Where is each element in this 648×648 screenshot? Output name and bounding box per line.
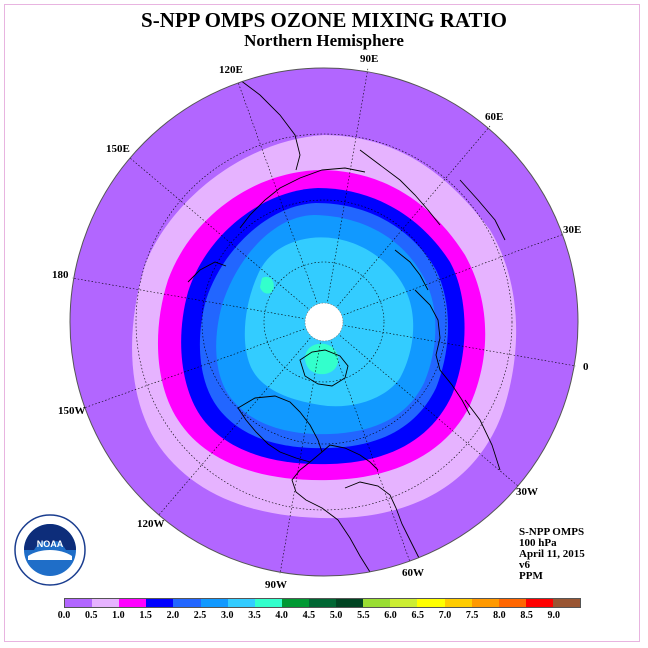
lon-label-90w: 90W — [265, 579, 287, 591]
info-version: v6 — [519, 559, 530, 571]
meridian-90w — [279, 321, 325, 575]
band-3.5-4.0-b — [260, 276, 274, 294]
lon-label-180: 180 — [52, 269, 69, 281]
colorbar-swatch-2 — [119, 599, 147, 607]
colorbar-tick-18: 9.0 — [547, 610, 561, 621]
info-date: April 11, 2015 — [519, 548, 585, 560]
colorbar-swatch-11 — [363, 599, 391, 607]
lon-label-120w: 120W — [137, 518, 165, 530]
meridian-150e — [129, 157, 325, 323]
colorbar-tick-5: 2.5 — [193, 610, 207, 621]
colorbar-tick-14: 7.0 — [438, 610, 452, 621]
europe-coast — [414, 289, 471, 416]
colorbar-swatch-3 — [146, 599, 174, 607]
colorbar-swatch-14 — [444, 599, 472, 607]
colorbar — [64, 598, 581, 608]
colorbar-tick-labels: 0.0 0.5 1.0 1.5 2.0 2.5 3.0 3.5 4.0 4.5 5.0 5.5 6.0 6… — [58, 610, 581, 624]
lon-label-120e: 120E — [219, 64, 243, 76]
colorbar-tick-2: 1.0 — [112, 610, 125, 621]
latitude-circle-75 — [263, 261, 385, 383]
info-level: 100 hPa — [519, 537, 557, 549]
meridian-90e — [323, 67, 369, 323]
north-america-outline — [237, 395, 371, 573]
meridian-30w — [323, 321, 519, 487]
colorbar-swatch-12 — [390, 599, 418, 607]
map-title: S-NPP OMPS OZONE MIXING RATIO — [141, 8, 507, 32]
central-asia-outline — [359, 149, 441, 226]
map-subtitle: Northern Hemisphere — [244, 31, 404, 50]
colorbar-tick-15: 7.5 — [465, 610, 479, 621]
colorbar-swatch-13 — [417, 599, 445, 607]
meridian-180 — [71, 277, 325, 323]
lon-label-30w: 30W — [516, 486, 538, 498]
colorbar-swatch-8 — [281, 599, 309, 607]
alaska-coast — [187, 261, 227, 283]
siberia-coast — [239, 167, 366, 229]
noaa-logo: NOAA — [14, 514, 86, 586]
latitude-circle-60 — [201, 199, 447, 445]
meridian-30e — [323, 233, 565, 323]
meridian-0 — [323, 321, 577, 367]
colorbar-swatch-5 — [200, 599, 228, 607]
colorbar-tick-13: 6.5 — [411, 610, 424, 621]
colorbar-tick-4: 2.0 — [166, 610, 180, 621]
colorbar-tick-12: 6.0 — [384, 610, 397, 621]
plot-frame — [4, 4, 640, 642]
colorbar-swatch-1 — [92, 599, 120, 607]
info-instrument: S-NPP OMPS — [519, 526, 585, 538]
meridian-120w — [157, 321, 325, 517]
gulf-coast — [321, 444, 379, 471]
lon-label-30e: 30E — [563, 224, 581, 236]
colorbar-swatch-9 — [308, 599, 337, 607]
africa-coast — [464, 399, 501, 471]
colorbar-swatch-15 — [471, 599, 499, 607]
colorbar-swatch-18 — [552, 599, 581, 607]
colorbar-tick-8: 4.0 — [275, 610, 288, 621]
colorbar-swatch-10 — [336, 599, 364, 607]
colorbar-tick-10: 5.0 — [329, 610, 343, 621]
lon-label-60w: 60W — [402, 567, 424, 579]
coastlines — [187, 79, 506, 573]
colorbar-tick-17: 8.5 — [520, 610, 533, 621]
meridian-60e — [323, 125, 491, 323]
north-america-west-coast — [237, 407, 311, 463]
scandinavia-coast — [394, 249, 429, 291]
colorbar-swatch-7 — [254, 599, 282, 607]
east-asia-coast — [239, 79, 301, 171]
noaa-logo-text: NOAA — [37, 539, 64, 549]
colorbar-tick-16: 8.0 — [493, 610, 506, 621]
middle-east-coast — [459, 179, 506, 241]
colorbar-swatch-4 — [173, 599, 201, 607]
latitude-circle-45 — [135, 133, 513, 511]
colorbar-tick-9: 4.5 — [302, 610, 316, 621]
meridian-150w — [83, 321, 325, 409]
lon-label-90e: 90E — [360, 53, 378, 65]
meridian-60w — [323, 321, 411, 563]
colorbar-tick-0: 0.0 — [57, 610, 71, 621]
colorbar-tick-6: 3.0 — [221, 610, 234, 621]
graticule — [71, 67, 577, 575]
caribbean-coast — [344, 481, 421, 561]
lon-label-150w: 150W — [58, 405, 86, 417]
colorbar-tick-7: 3.5 — [248, 610, 261, 621]
longitude-labels: 90E 60E 30E 0 30W 60W 90W 120W 150W 180 … — [52, 53, 589, 591]
colorbar-swatch-16 — [498, 599, 526, 607]
lon-label-0: 0 — [583, 361, 589, 373]
band-3.5-4.0-a — [305, 343, 339, 375]
colorbar-swatch-17 — [525, 599, 553, 607]
colorbar-swatch-6 — [227, 599, 255, 607]
lon-label-150e: 150E — [106, 143, 130, 155]
meridian-120e — [237, 81, 325, 323]
map-boundary — [69, 67, 579, 577]
info-units: PPM — [519, 570, 543, 582]
colorbar-tick-11: 5.5 — [357, 610, 370, 621]
polar-data-gap — [304, 302, 344, 342]
greenland-outline — [299, 349, 349, 387]
colorbar-swatch-0 — [65, 599, 93, 607]
lon-label-60e: 60E — [485, 111, 503, 123]
colorbar-tick-3: 1.5 — [139, 610, 152, 621]
colorbar-tick-1: 0.5 — [84, 610, 98, 621]
